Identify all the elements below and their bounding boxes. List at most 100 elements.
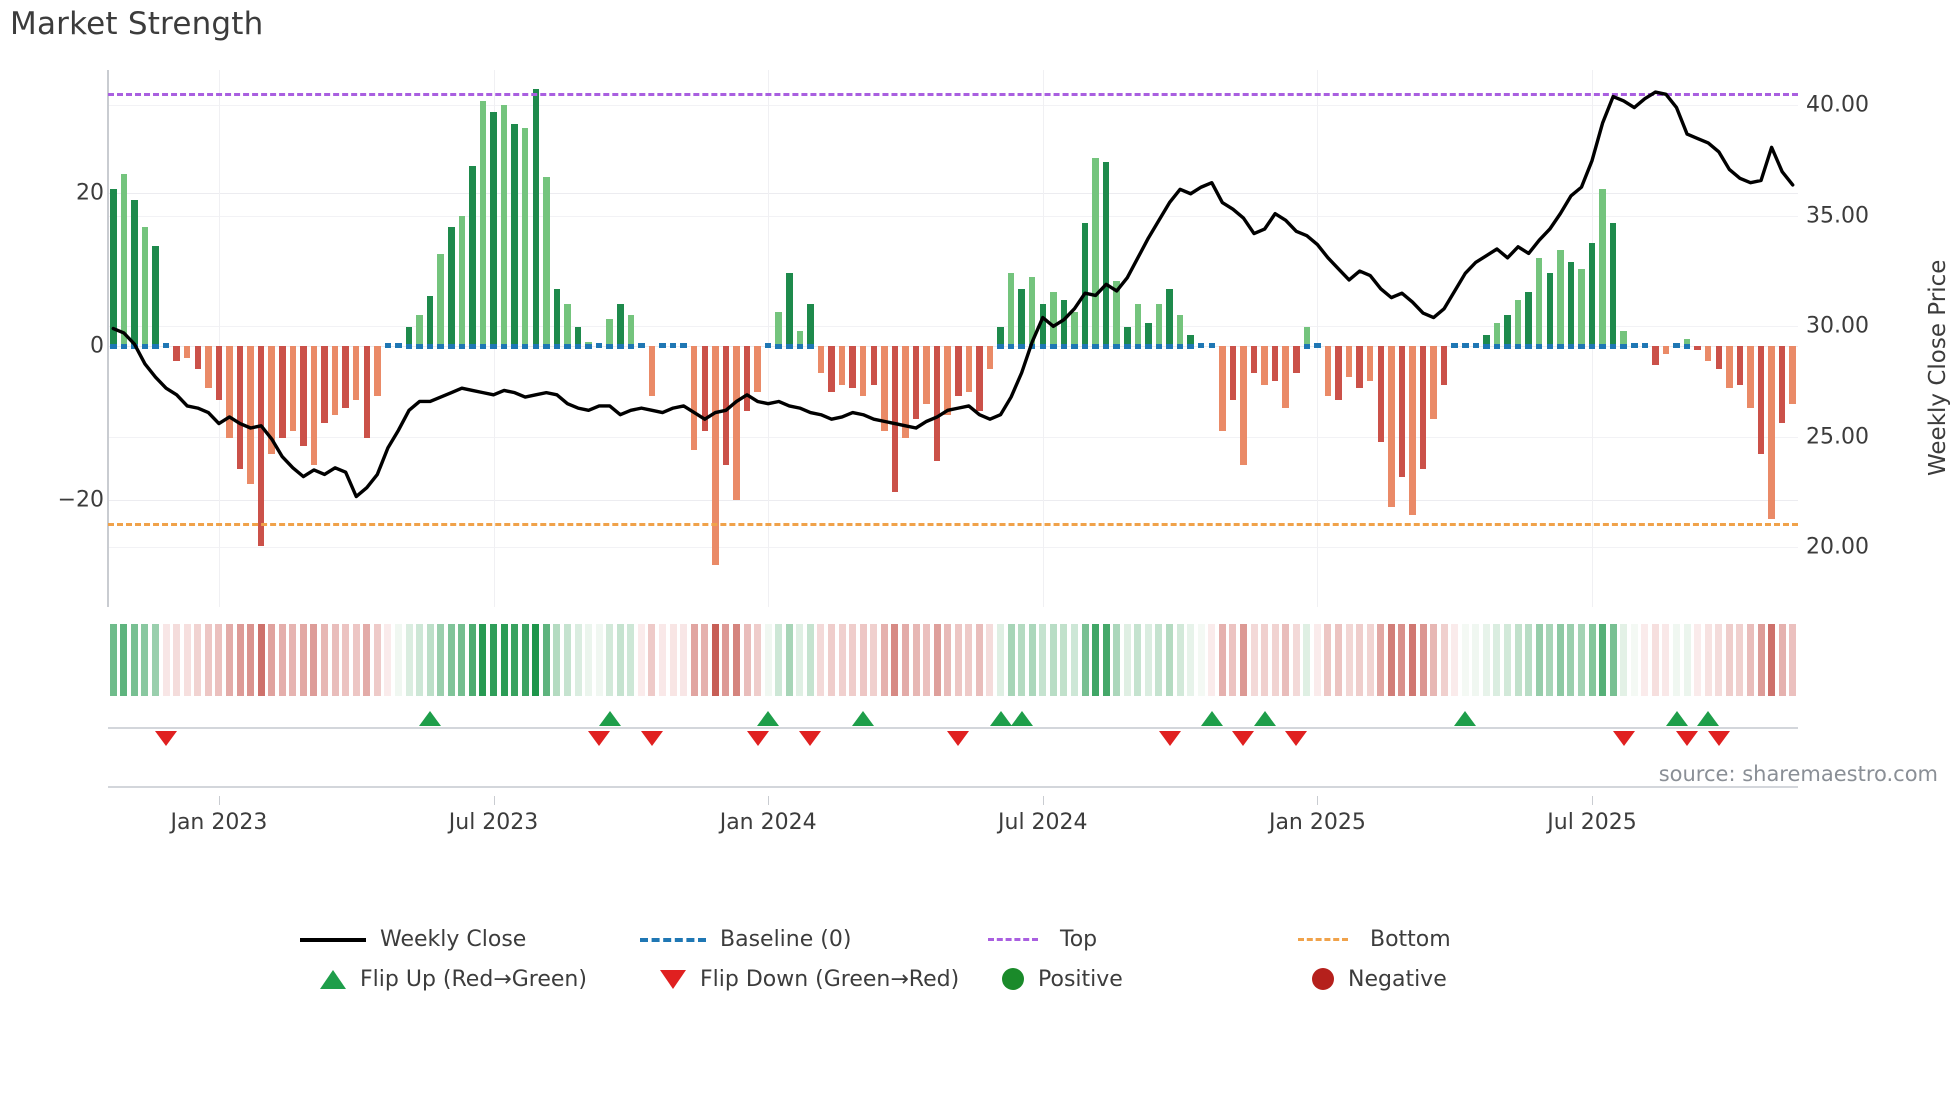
strength-bar-negative (733, 346, 740, 500)
strength-bar-positive (1166, 288, 1173, 347)
heatmap-cell (912, 624, 920, 696)
baseline-cap (1081, 344, 1089, 350)
heatmap-cell (1662, 624, 1670, 696)
strength-bar-positive (458, 215, 466, 347)
baseline-cap (585, 344, 592, 350)
x-axis-tick-label: Jan 2023 (170, 810, 268, 835)
heatmap-cell (1028, 624, 1036, 696)
baseline-cap (1303, 344, 1311, 350)
strength-bar-negative (1282, 346, 1289, 408)
strength-bar-zero (595, 343, 603, 349)
strength-bar-negative (352, 346, 360, 400)
strength-bar-negative (986, 346, 994, 370)
baseline-cap (775, 344, 782, 350)
y-axis-right-tick-label: 40.00 (1806, 92, 1869, 118)
strength-bar-positive (786, 273, 793, 347)
strength-bar-zero (1208, 343, 1216, 349)
strength-bar-negative (1430, 346, 1437, 420)
baseline-cap (1504, 344, 1511, 350)
baseline-cap (479, 344, 487, 350)
heatmap-cell (1778, 624, 1786, 696)
baseline-cap (1102, 344, 1110, 350)
heatmap-cell (764, 624, 772, 696)
x-axis-tick-label: Jan 2024 (719, 810, 817, 835)
strength-bar-negative (268, 346, 275, 454)
x-axis-rule (108, 786, 1798, 788)
strength-bar-positive (1060, 300, 1068, 347)
strength-bar-positive (1578, 269, 1585, 347)
heatmap-cell (722, 624, 730, 696)
legend-item-weekly-close[interactable]: Weekly Close (300, 925, 526, 953)
heatmap-cell (1166, 624, 1173, 696)
heatmap-cell (1356, 624, 1364, 696)
legend-item-baseline[interactable]: Baseline (0) (640, 925, 851, 953)
baseline-cap (627, 344, 635, 350)
heatmap-cell (1599, 624, 1607, 696)
heatmap-cell (1556, 624, 1564, 696)
flip-markers-panel (108, 700, 1798, 756)
strength-bar-positive (490, 112, 497, 347)
heatmap-cell (521, 624, 529, 696)
heatmap-cell (1060, 624, 1068, 696)
heatmap-cell (426, 624, 434, 696)
heatmap-cell (1387, 624, 1395, 696)
strength-bar-negative (1219, 346, 1226, 431)
heatmap-cell (563, 624, 571, 696)
heatmap-cell (1366, 624, 1374, 696)
flip-axis-line (108, 727, 1798, 729)
heatmap-cell (1218, 624, 1226, 696)
strength-bar-negative (722, 346, 730, 466)
strength-bar-positive (564, 303, 571, 347)
strength-bar-positive (416, 315, 423, 347)
strength-bar-positive (1525, 292, 1532, 347)
strength-bar-positive (152, 246, 159, 347)
heatmap-cell (669, 624, 677, 696)
gridline (108, 192, 1798, 194)
main-plot-panel (107, 70, 1798, 607)
flip-down-marker (1158, 731, 1181, 746)
strength-bar-negative (1747, 346, 1754, 408)
flip-down-marker (155, 731, 178, 746)
strength-bar-zero (1451, 343, 1458, 349)
heatmap-cell (1504, 624, 1511, 696)
strength-bar-negative (743, 346, 751, 412)
x-axis-labels: Jan 2023 Jul 2023 Jan 2024 Jul 2024 Jan 2025… (108, 796, 1798, 836)
baseline-cap (1578, 344, 1585, 350)
heatmap-cell (1630, 624, 1638, 696)
strength-bar-positive (1113, 280, 1120, 347)
heatmap-cell (1324, 624, 1332, 696)
baseline-cap (437, 344, 444, 350)
legend-item-bottom[interactable]: Bottom (1290, 925, 1451, 953)
strength-bar-positive (1092, 158, 1099, 347)
legend-item-top[interactable]: Top (980, 925, 1097, 953)
heatmap-cell (690, 624, 698, 696)
heatmap-cell (901, 624, 909, 696)
strength-bar-positive (1483, 334, 1490, 347)
legend-item-negative[interactable]: Negative (1290, 965, 1447, 993)
heatmap-cell (775, 624, 783, 696)
heatmap-cell (1472, 624, 1480, 696)
baseline-cap (1514, 344, 1522, 350)
strength-bar-positive (1176, 315, 1184, 347)
baseline-cap (511, 344, 518, 350)
baseline-cap (1018, 344, 1025, 350)
heatmap-cell (120, 624, 128, 696)
heatmap-cell (1039, 624, 1047, 696)
heatmap-cell (373, 624, 381, 696)
legend-item-flip-down[interactable]: Flip Down (Green→Red) (640, 965, 959, 993)
strength-bar-positive (1018, 288, 1025, 347)
heatmap-cell (1704, 624, 1712, 696)
heatmap-cell (437, 624, 445, 696)
strength-bar-positive (1187, 334, 1194, 347)
baseline-cap (521, 344, 529, 350)
legend-dot-icon (1312, 968, 1334, 990)
strength-bar-positive (426, 296, 434, 347)
heatmap-cell (997, 624, 1004, 696)
legend-item-positive[interactable]: Positive (980, 965, 1123, 993)
legend-triangle-down-icon (660, 969, 686, 989)
legend-item-flip-up[interactable]: Flip Up (Red→Green) (300, 965, 587, 993)
strength-bar-negative (183, 346, 191, 358)
legend-label: Top (1060, 926, 1098, 952)
flip-up-marker (989, 711, 1012, 726)
legend-label: Weekly Close (380, 926, 527, 952)
